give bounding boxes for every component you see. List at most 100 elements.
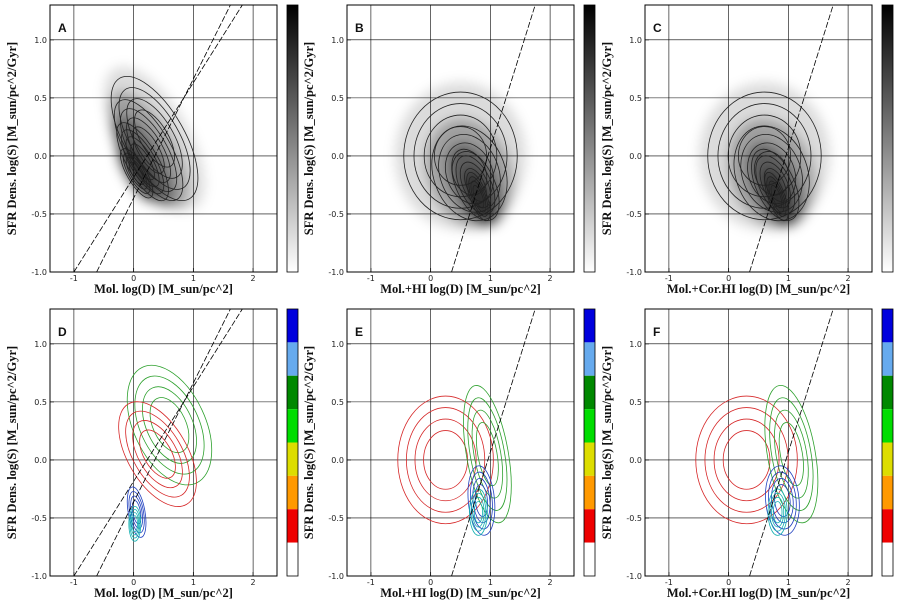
y-axis-label: SFR Dens. log(S) [M_sun/pc^2/Gyr] [600,42,614,235]
panel-f: -1 0 1 2 -1.0 -0.5 0.0 0.5 1.0 F Mol.+Cor.HI log(D… [600,308,894,600]
plot-frame [644,4,873,273]
colorbar-segment [287,475,298,510]
y-tick-label: 0.5 [331,94,344,103]
colorbar-segment [287,542,298,576]
colorbar-segment [882,542,893,576]
y-tick-label: -0.5 [31,514,47,523]
y-tick-label: 0.5 [629,94,642,103]
contour-ring [466,171,491,222]
contour-ring [451,151,488,196]
panel-c: -1 0 1 2 -1.0 -0.5 0.0 0.5 1.0 C Mol.+Cor.HI log(D… [600,4,894,296]
y-tick-label: 0.0 [331,456,344,465]
contour-ring [727,114,802,198]
y-axis-label: SFR Dens. log(S) [M_sun/pc^2/Gyr] [600,346,614,539]
colorbar-segment [287,409,298,443]
contour-ring [130,512,140,536]
y-tick-label: -1.0 [31,572,47,581]
y-tick-label: 0.5 [629,398,642,407]
panel-label: D [58,325,67,339]
colorbar-segment [584,309,595,343]
y-tick-label: 1.0 [34,340,47,349]
x-tick-label: -1 [70,274,78,283]
contour-ring [463,385,512,524]
x-tick-label: -1 [665,274,673,283]
contour-ring [132,420,183,489]
colorbar-frame [286,308,299,577]
x-tick-label: 0 [726,578,731,587]
y-tick-label: -0.5 [328,210,344,219]
contour-ring [414,418,477,502]
plot-area [347,309,574,576]
colorbar [583,4,596,273]
plot-frame [49,4,278,273]
contour-ring [128,505,142,542]
x-tick-label: 1 [786,578,791,587]
x-tick-label: 1 [191,578,196,587]
x-tick-label: 0 [131,578,136,587]
reference-line [96,309,231,576]
plot-frame [346,308,575,577]
contour-ring [403,91,518,221]
x-tick-label: 1 [191,274,196,283]
x-tick-label: 0 [131,274,136,283]
panel-label: A [58,21,67,35]
contour-ring [695,395,798,525]
contour-ring [125,157,148,190]
colorbar-frame [583,308,596,577]
contour-ring [472,496,485,528]
colorbar-segment [882,342,893,376]
y-tick-label: -0.5 [31,210,47,219]
reference-line [73,5,243,272]
plot-content [645,309,872,576]
x-tick-label: -1 [367,578,375,587]
panel-label: F [653,325,660,339]
y-tick-label: 0.0 [34,152,47,161]
contour-ring [764,171,789,222]
x-axis-label: Mol.+HI log(D) [M_sun/pc^2] [380,586,541,600]
contour-ring [134,375,205,475]
colorbar-segment [882,475,893,510]
colorbar-segment [584,509,595,543]
colorbar-segment [882,375,893,410]
y-tick-label: -0.5 [626,210,642,219]
contour-ring [470,180,487,213]
x-tick-label: -1 [665,578,673,587]
y-axis-label: SFR Dens. log(S) [M_sun/pc^2/Gyr] [5,346,19,539]
contour-ring [704,407,789,513]
contour-ring [474,484,488,517]
colorbar [286,4,299,273]
x-tick-label: 1 [488,578,493,587]
plot-frame [644,308,873,577]
x-tick-label: -1 [70,578,78,587]
contour-ring [139,429,176,479]
contour-ring [740,134,803,213]
contour-ring [142,386,197,464]
x-tick-label: 1 [786,274,791,283]
x-tick-label: 0 [726,274,731,283]
contour-ring [413,103,508,209]
panel-label: B [355,21,364,35]
y-tick-label: -1.0 [328,572,344,581]
contour-ring [707,91,822,221]
panel-label: E [355,325,363,339]
plot-content [347,5,574,272]
plot-content [347,309,574,576]
x-tick-label: 1 [488,274,493,283]
y-tick-label: -0.5 [328,514,344,523]
colorbar-segment [287,309,298,343]
colorbar-segment [882,409,893,443]
contour-ring [733,125,810,222]
contour-ring [431,125,508,222]
colorbar-segment [882,509,893,543]
colorbar-frame [881,308,894,577]
contour-ring [473,501,483,524]
reference-line [73,309,243,576]
contour-ring [767,488,788,536]
contour-ring [129,509,141,539]
y-tick-label: 0.5 [34,94,47,103]
colorbar-segment [584,475,595,510]
y-tick-label: 0.5 [34,398,47,407]
contour-ring [772,501,783,524]
contour-ring [125,136,160,188]
